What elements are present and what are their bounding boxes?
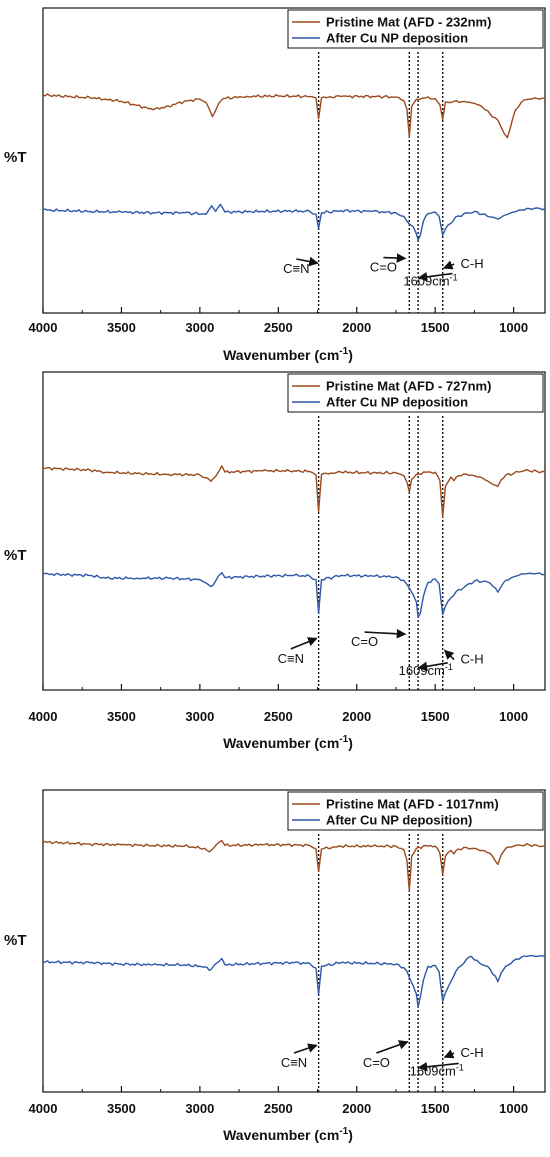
x-tick-label: 3500	[107, 1101, 136, 1116]
plot-frame	[42, 789, 546, 1093]
chart-panel-2: 4000 3500 3000 2500 2000 1500 1000 Wavenumber (…	[4, 371, 546, 751]
x-axis-title: Wavenumber (cm-1)	[223, 734, 353, 751]
x-tick-label: 1000	[499, 320, 528, 335]
x-tick-label: 3500	[107, 320, 136, 335]
x-tick-label: 1500	[421, 1101, 450, 1116]
peak-annotation: 1609cm-1	[403, 273, 457, 289]
x-tick-label: 2500	[264, 320, 293, 335]
peak-annotation: C=O	[351, 634, 378, 649]
x-tick-label: 1000	[499, 1101, 528, 1116]
x-tick-label: 2000	[342, 320, 371, 335]
x-tick-label: 2500	[264, 709, 293, 724]
chart-panel-3: 4000 3500 3000 2500 2000 1500 1000 Wavenumber (…	[4, 789, 546, 1143]
legend-entry: Pristine Mat (AFD - 727nm)	[326, 379, 491, 394]
x-tick-label: 1500	[421, 709, 450, 724]
peak-annotation: C≡N	[278, 651, 304, 666]
peak-annotation: C-H	[460, 256, 483, 271]
peak-annotation: 1609cm-1	[399, 662, 453, 678]
x-tick-label: 3000	[185, 709, 214, 724]
series-line-after-cu	[42, 203, 546, 241]
annotation-arrow	[364, 628, 407, 639]
legend-entry: Pristine Mat (AFD - 1017nm)	[326, 797, 499, 812]
peak-annotation: C≡N	[283, 261, 309, 276]
legend	[287, 373, 544, 413]
annotation-arrow	[442, 260, 455, 270]
y-axis-label: %T	[4, 149, 27, 166]
annotation-arrow	[417, 661, 448, 672]
peak-annotation: C=O	[363, 1055, 390, 1070]
series-line-pristine	[42, 465, 546, 518]
x-tick-label: 3000	[185, 1101, 214, 1116]
x-tick-label: 1000	[499, 709, 528, 724]
x-tick-label: 2000	[342, 709, 371, 724]
legend	[287, 9, 544, 49]
x-tick-label: 4000	[29, 709, 58, 724]
x-tick-label: 4000	[29, 320, 58, 335]
annotation-arrow	[417, 1062, 459, 1072]
annotation-arrow	[443, 649, 455, 661]
y-axis-label: %T	[4, 547, 27, 564]
annotation-arrow	[296, 256, 319, 267]
y-axis-label: %T	[4, 932, 27, 949]
plot-frame	[42, 371, 546, 691]
legend-entry: After Cu NP deposition	[326, 395, 468, 410]
annotation-arrow	[290, 637, 318, 650]
series-line-pristine	[42, 839, 546, 892]
annotation-arrow	[443, 1049, 455, 1059]
plot-frame	[42, 7, 546, 314]
peak-annotation: C≡N	[281, 1055, 307, 1070]
x-axis-title: Wavenumber (cm-1)	[223, 1126, 353, 1143]
legend-entry: After Cu NP deposition)	[326, 813, 472, 828]
x-tick-label: 2000	[342, 1101, 371, 1116]
series-line-after-cu	[42, 954, 546, 1008]
annotation-arrow	[376, 1040, 409, 1054]
annotation-arrow	[417, 272, 453, 282]
peak-annotation: C-H	[460, 652, 483, 667]
legend-entry: Pristine Mat (AFD - 232nm)	[326, 15, 491, 30]
x-tick-label: 4000	[29, 1101, 58, 1116]
x-tick-label: 3000	[185, 320, 214, 335]
legend	[287, 791, 544, 831]
x-tick-label: 2500	[264, 1101, 293, 1116]
peak-annotation: C-H	[460, 1045, 483, 1060]
x-axis-title: Wavenumber (cm-1)	[223, 346, 353, 363]
x-tick-label: 1500	[421, 320, 450, 335]
legend-entry: After Cu NP deposition	[326, 31, 468, 46]
annotation-arrow	[383, 253, 407, 263]
chart-panel-1: 4000 3500 3000 2500 2000 1500 1000 Wavenumber (…	[4, 7, 546, 363]
x-tick-label: 3500	[107, 709, 136, 724]
series-line-after-cu	[42, 571, 546, 619]
peak-annotation: 1609cm-1	[410, 1062, 464, 1078]
peak-annotation: C=O	[370, 260, 397, 275]
series-line-pristine	[42, 93, 546, 139]
annotation-arrow	[293, 1043, 318, 1054]
